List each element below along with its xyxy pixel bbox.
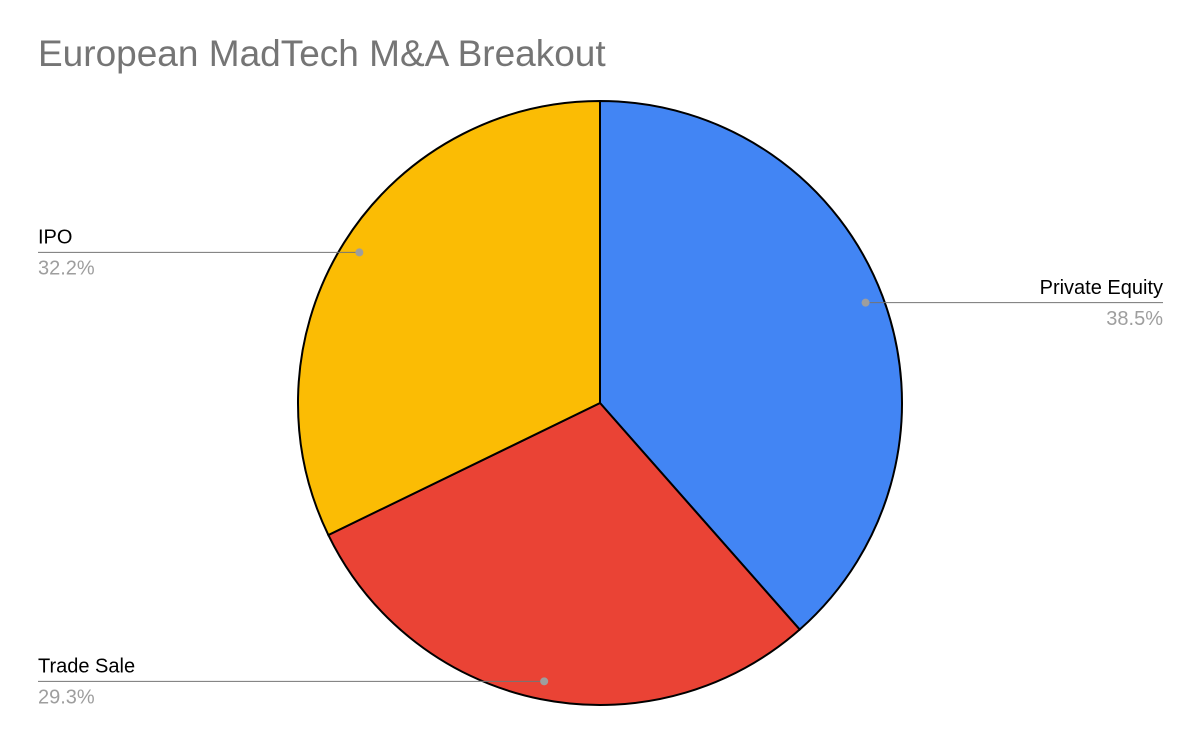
leader-dot <box>540 677 549 686</box>
chart-title: European MadTech M&A Breakout <box>38 33 606 74</box>
slice-value-label: 38.5% <box>1106 308 1163 330</box>
leader-dot <box>355 248 364 257</box>
pie-slice <box>599 99 903 631</box>
leader-dot <box>861 298 870 307</box>
slice-label: Trade Sale <box>38 656 135 678</box>
slice-value-label: 29.3% <box>38 687 95 709</box>
slice-label: IPO <box>38 227 72 249</box>
slice-label: Private Equity <box>1040 277 1163 299</box>
slice-value-label: 32.2% <box>38 258 95 280</box>
pie-slice <box>297 99 601 537</box>
